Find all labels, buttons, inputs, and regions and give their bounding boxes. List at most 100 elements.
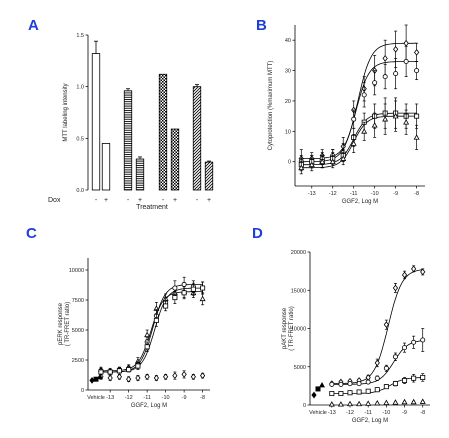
data-point	[319, 158, 326, 164]
data-point	[347, 381, 353, 387]
data-point	[365, 379, 371, 385]
data-point	[403, 39, 409, 47]
y-tick-label: 10	[285, 129, 291, 135]
x-tick-label: -13	[328, 410, 336, 416]
data-point	[374, 387, 380, 393]
data-point	[107, 369, 113, 375]
bar	[158, 73, 168, 191]
data-point	[403, 119, 410, 125]
data-point	[413, 134, 420, 140]
x-tick-label: -12	[346, 410, 354, 416]
fit-curve	[100, 287, 203, 373]
bar	[135, 158, 145, 191]
x-tick-label: -11	[143, 395, 151, 401]
data-point	[365, 388, 371, 394]
panel-c-perk-chart: 0 2500 5000 7500 10000 -13 -12 -11 -10 -9 -8 Vehicl…	[58, 258, 210, 409]
dox-sign-label: -	[127, 197, 130, 204]
data-point	[126, 375, 132, 383]
y-tick-label: 0	[288, 160, 291, 166]
data-point	[144, 331, 151, 338]
data-point	[356, 400, 363, 407]
data-point	[371, 122, 378, 128]
y-tick-label: 40	[285, 38, 291, 44]
data-point	[190, 286, 196, 292]
data-point	[135, 374, 141, 382]
data-point	[402, 345, 408, 351]
fit-curve	[301, 115, 417, 169]
y-tick-label: 0.0	[76, 188, 84, 194]
vehicle-point	[315, 386, 321, 392]
data-point	[383, 365, 389, 371]
data-point	[374, 399, 381, 406]
vehicle-point	[319, 381, 325, 388]
data-point	[200, 285, 206, 291]
y-tick-label: 5000	[72, 328, 84, 334]
vehicle-point	[311, 391, 317, 399]
data-point	[338, 391, 344, 397]
x-tick-label: -10	[382, 410, 390, 416]
data-point	[393, 71, 399, 77]
data-point	[340, 155, 347, 161]
data-point	[411, 375, 417, 381]
data-point	[351, 116, 357, 122]
x-tick-label: -8	[414, 191, 419, 197]
data-point	[402, 378, 408, 384]
data-point	[329, 391, 335, 397]
data-point	[190, 373, 196, 381]
data-point	[420, 374, 426, 380]
y-tick-label: 10000	[69, 268, 84, 274]
data-point	[337, 401, 344, 407]
data-point	[163, 373, 169, 381]
x-tick-label: -10	[162, 395, 170, 401]
data-point	[382, 116, 389, 122]
data-point	[172, 372, 178, 379]
vehicle-label: Vehicle	[87, 395, 105, 401]
data-point	[347, 390, 353, 396]
data-point	[347, 400, 353, 407]
y-axis-title-line2: ( TR-FRET ratio)	[65, 302, 71, 346]
data-point	[382, 55, 388, 62]
data-point	[414, 113, 420, 119]
y-tick-label: 20	[285, 99, 291, 105]
vehicle-point	[97, 373, 103, 380]
x-tick-label: -12	[125, 395, 133, 401]
vehicle-point	[89, 377, 95, 384]
bar	[123, 90, 133, 191]
panel-b-cytoprotection-chart: 0 10 20 30 40 -13 -12 -11 -10 -9 -8 GGF2, Log M Cyto…	[268, 24, 425, 205]
data-point	[181, 281, 187, 287]
data-point	[365, 400, 372, 406]
data-point	[420, 337, 426, 343]
data-point	[153, 374, 159, 382]
y-tick-label: 0.5	[76, 136, 84, 142]
y-tick-label: 5000	[294, 365, 306, 371]
dox-sign-label: -	[196, 197, 199, 204]
y-axis-title: pAKT response	[282, 307, 288, 349]
x-axis-title: Treatment	[136, 204, 168, 211]
panel-d-pakt-chart: 0 5000 10000 15000 20000 -13 -12 -11 -10 -9 -8 Vehi…	[282, 250, 430, 424]
bar	[101, 143, 111, 191]
data-point	[153, 317, 159, 323]
y-tick-label: 10000	[291, 327, 306, 333]
panel-label-c: C	[26, 225, 37, 242]
data-point	[298, 164, 305, 171]
data-point	[181, 371, 187, 378]
data-point	[410, 398, 417, 405]
x-axis-title: GGF2, Log M	[342, 199, 378, 205]
y-tick-label: 0	[81, 388, 84, 394]
dox-sign-label: +	[104, 197, 108, 204]
x-tick-label: -8	[420, 410, 425, 416]
data-point	[116, 373, 123, 381]
data-point	[401, 271, 408, 279]
data-point	[107, 374, 113, 382]
fit-curve	[301, 61, 417, 163]
data-point	[356, 389, 362, 395]
data-point	[163, 303, 169, 309]
x-tick-label: -9	[402, 410, 407, 416]
data-point	[329, 158, 336, 164]
y-axis-title: MTT labeling intensity	[63, 83, 69, 141]
y-tick-label: 2500	[72, 358, 84, 364]
panel-label-d: D	[252, 225, 263, 242]
data-point	[393, 45, 399, 53]
x-axis-title: GGF2, Log M	[131, 403, 167, 409]
